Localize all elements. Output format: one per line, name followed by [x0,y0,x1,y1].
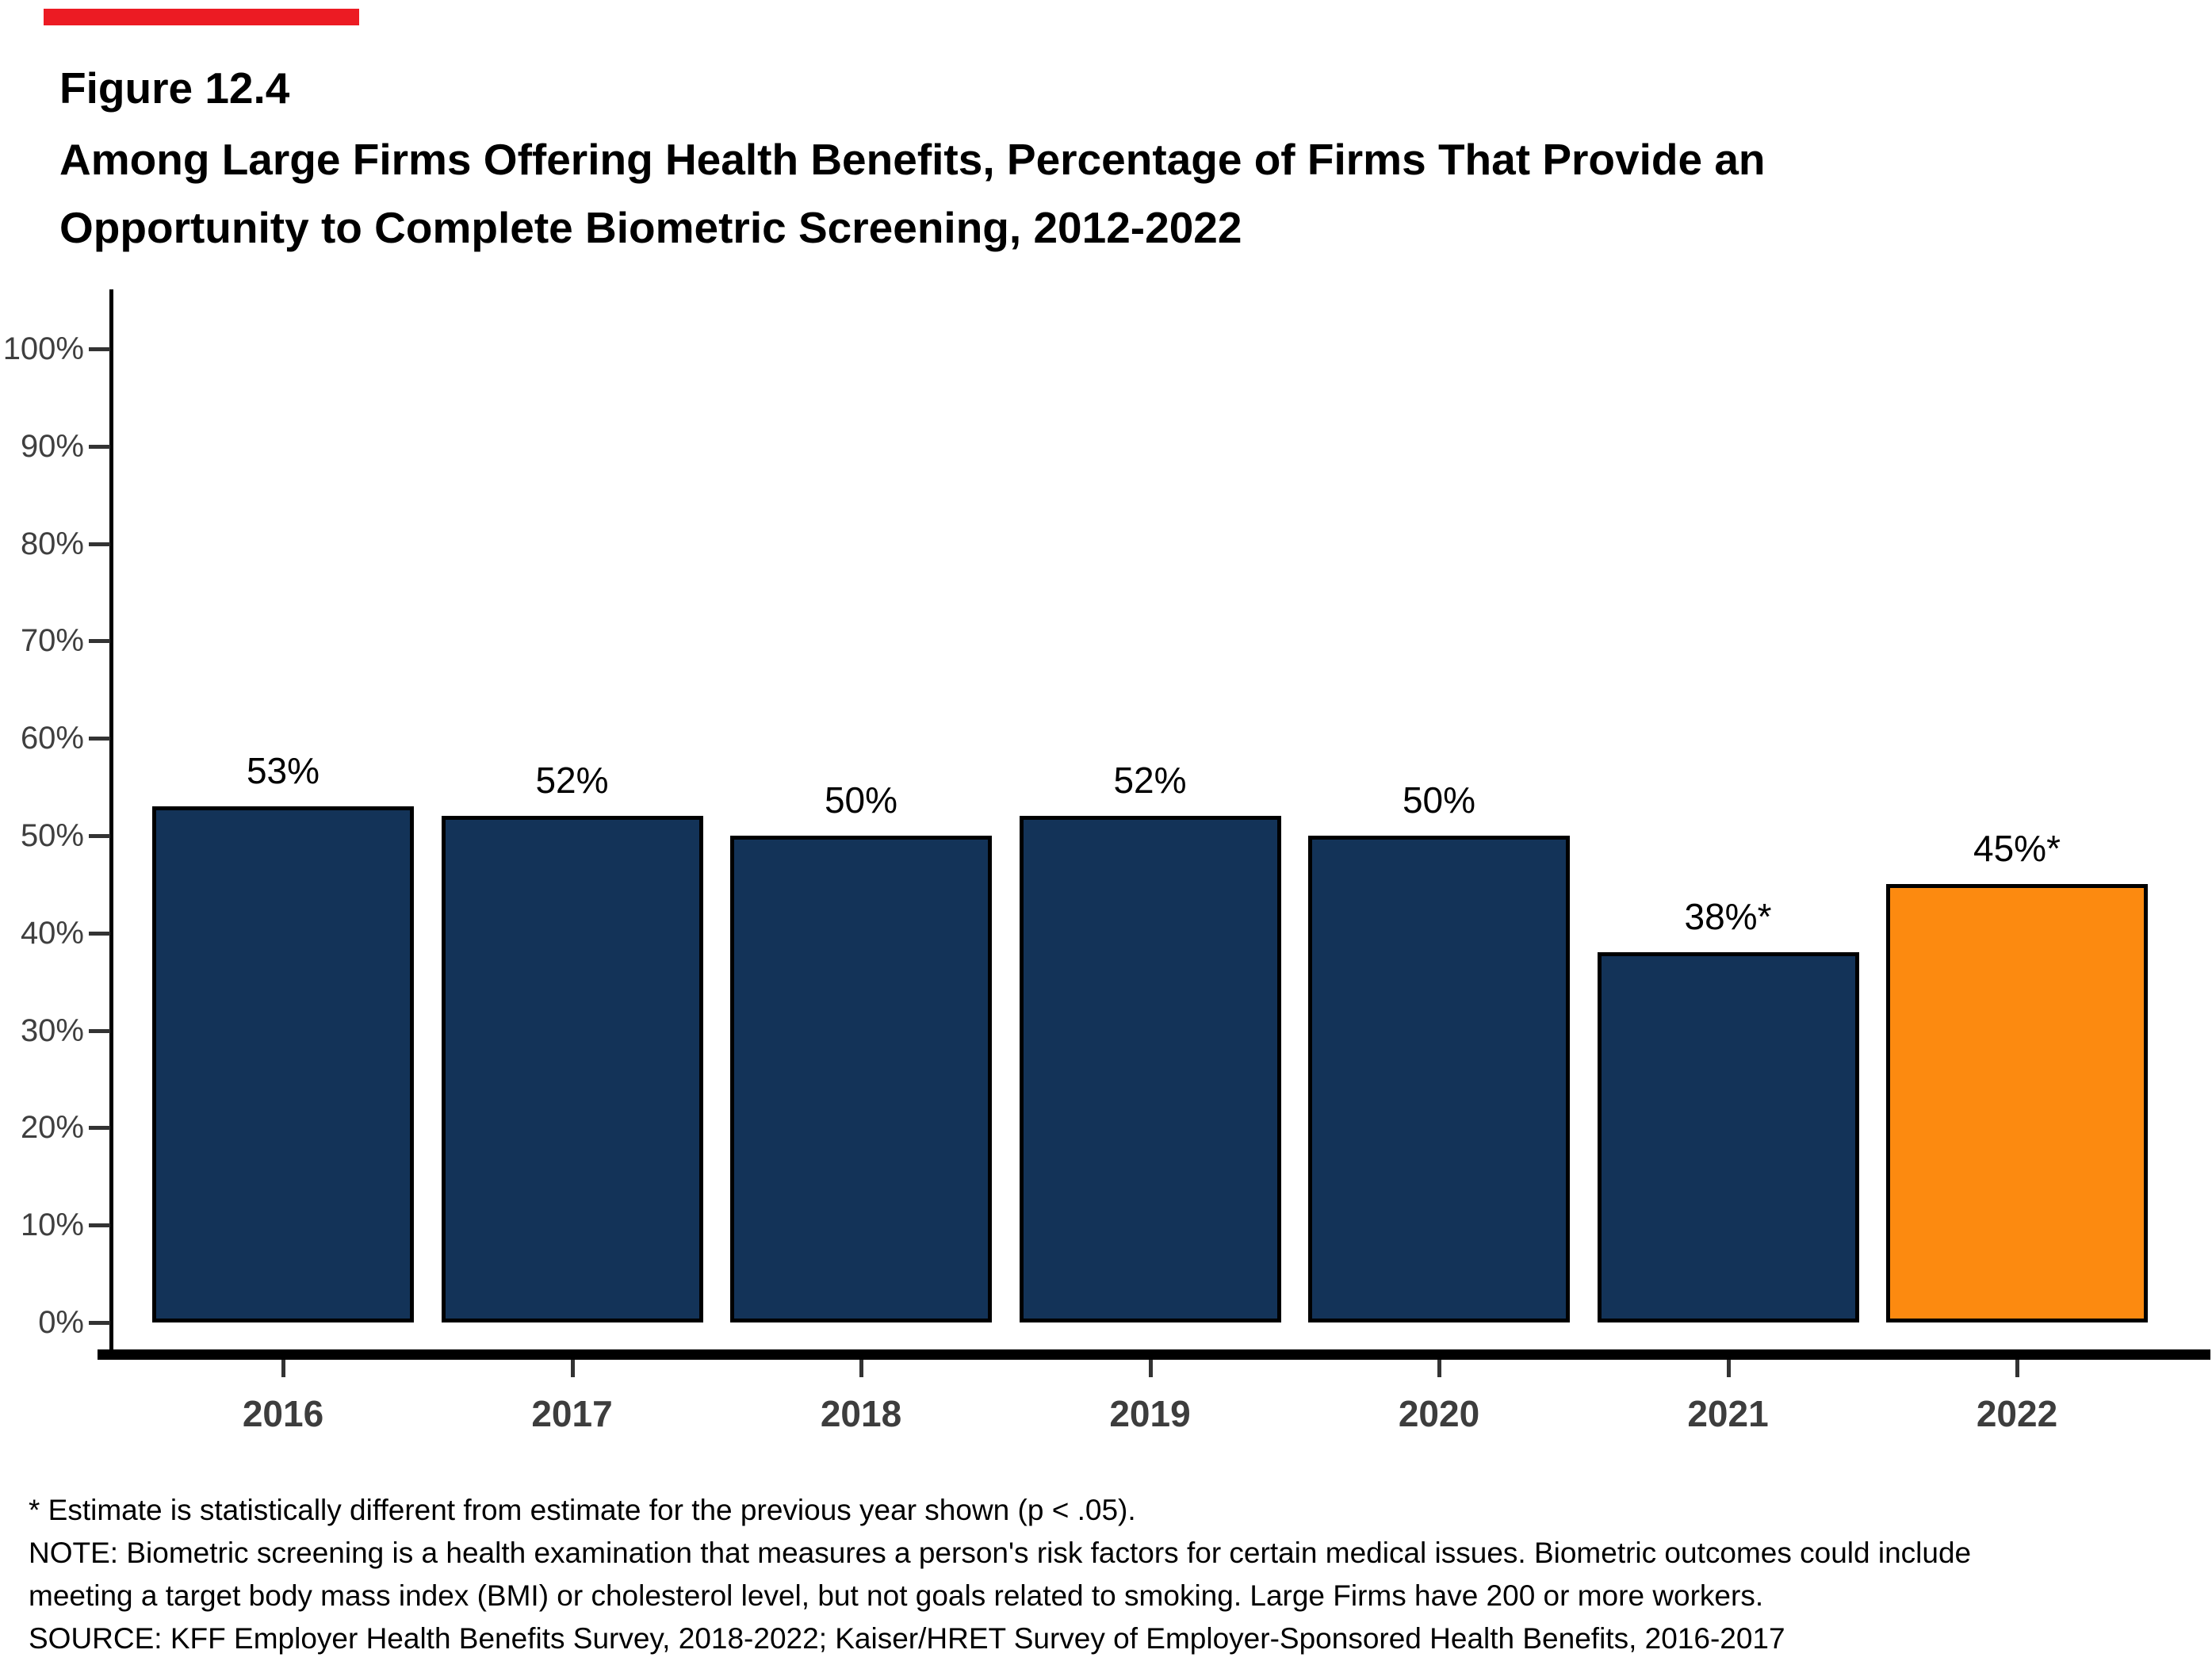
y-axis-tick-label: 80% [20,526,84,561]
bar-value-label: 53% [246,750,320,792]
bar-value-label: 52% [1113,760,1187,802]
y-axis-tick-label: 20% [20,1110,84,1146]
x-axis-tick-label: 2020 [1398,1393,1480,1434]
x-axis-tick-label: 2016 [242,1393,324,1434]
y-axis-tick [89,834,110,838]
y-axis-tick [89,444,110,449]
chart-footnotes: * Estimate is statistically different fr… [29,1489,2185,1660]
y-axis-tick [89,542,110,546]
x-axis-tick [1726,1360,1731,1377]
figure-number-label: Figure 12.4 [59,63,290,113]
chart-title: Among Large Firms Offering Health Benefi… [59,125,1766,262]
footnote-source: SOURCE: KFF Employer Health Benefits Sur… [29,1622,1785,1655]
bar-value-label: 45%* [1973,828,2061,870]
y-axis-tick [89,737,110,741]
y-axis-tick-label: 30% [20,1012,84,1048]
x-axis-tick [859,1360,863,1377]
y-axis-tick [89,1223,110,1228]
y-axis-tick [89,1321,110,1325]
y-axis-tick-label: 100% [2,331,84,366]
bar-2019 [1019,816,1281,1322]
x-axis-tick [570,1360,575,1377]
footnote-note-line-1: NOTE: Biometric screening is a health ex… [29,1537,1972,1569]
bar-2020 [1308,836,1570,1322]
x-axis-tick-label: 2022 [1976,1393,2058,1434]
footnote-significance: * Estimate is statistically different fr… [29,1494,1136,1526]
chart-title-line-2: Opportunity to Complete Biometric Screen… [59,203,1242,252]
y-axis-tick [89,931,110,936]
y-axis-tick-label: 50% [20,818,84,853]
footnote-note-line-2: meeting a target body mass index (BMI) o… [29,1579,1764,1612]
y-axis-tick-label: 60% [20,721,84,756]
x-axis-tick [281,1360,285,1377]
y-axis-tick-label: 90% [20,428,84,464]
y-axis-tick [89,639,110,644]
bar-2016 [152,806,414,1322]
x-axis-tick [1437,1360,1441,1377]
y-axis-tick-label: 10% [20,1208,84,1243]
chart-title-line-1: Among Large Firms Offering Health Benefi… [59,135,1766,184]
x-axis-tick-label: 2017 [531,1393,613,1434]
x-axis-tick [1148,1360,1153,1377]
kff-red-accent-bar [44,9,359,25]
y-axis-tick [89,1126,110,1131]
y-axis-tick-label: 40% [20,915,84,951]
bar-value-label: 50% [824,779,898,821]
x-axis-line [98,1349,2210,1360]
bar-value-label: 52% [535,760,609,802]
x-axis-tick [2015,1360,2019,1377]
bar-2022 [1886,884,2148,1322]
bar-2018 [730,836,992,1322]
bar-value-label: 50% [1402,779,1476,821]
bar-2017 [441,816,703,1322]
y-axis-tick-label: 0% [38,1305,84,1340]
bar-value-label: 38%* [1684,896,1772,938]
x-axis-tick-label: 2021 [1687,1393,1769,1434]
y-axis-tick [89,347,110,351]
x-axis-tick-label: 2018 [820,1393,902,1434]
x-axis-tick-label: 2019 [1109,1393,1191,1434]
y-axis-line [109,289,113,1359]
y-axis-tick-label: 70% [20,623,84,659]
bar-2021 [1597,952,1859,1322]
y-axis-tick [89,1028,110,1033]
